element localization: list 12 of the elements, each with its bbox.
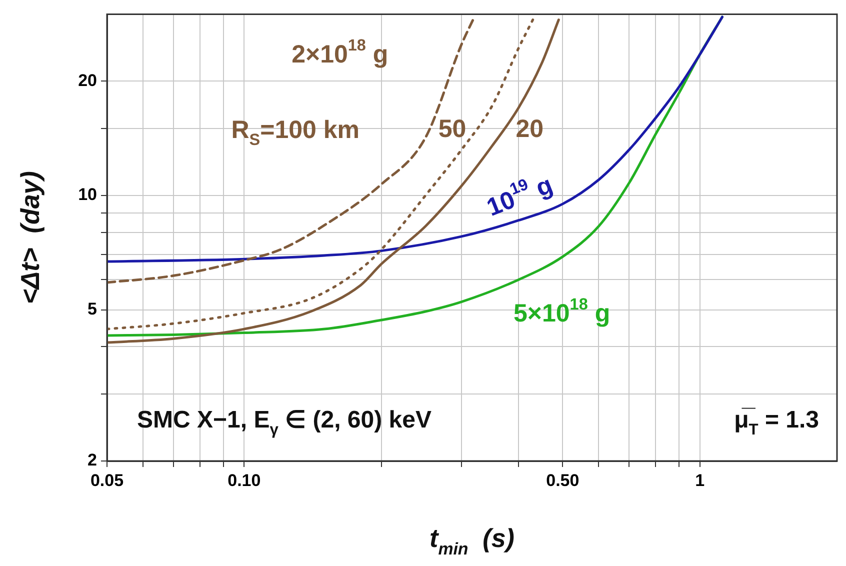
- series-label: 20: [516, 114, 544, 143]
- x-tick-label: 0.50: [546, 470, 580, 490]
- y-tick-label: 20: [78, 70, 97, 90]
- x-tick-label: 1: [695, 470, 705, 490]
- text: 1019 g: [482, 170, 557, 222]
- y-tick-label: 5: [88, 300, 97, 319]
- y-axis-title: <Δt> (day): [15, 171, 46, 304]
- x-tick-label: 0.05: [90, 470, 124, 490]
- y-tick-label: 2: [88, 450, 97, 470]
- x-tick-label: 0.10: [228, 470, 261, 490]
- series-label: 50: [438, 114, 466, 143]
- y-tick-label: 10: [78, 185, 97, 204]
